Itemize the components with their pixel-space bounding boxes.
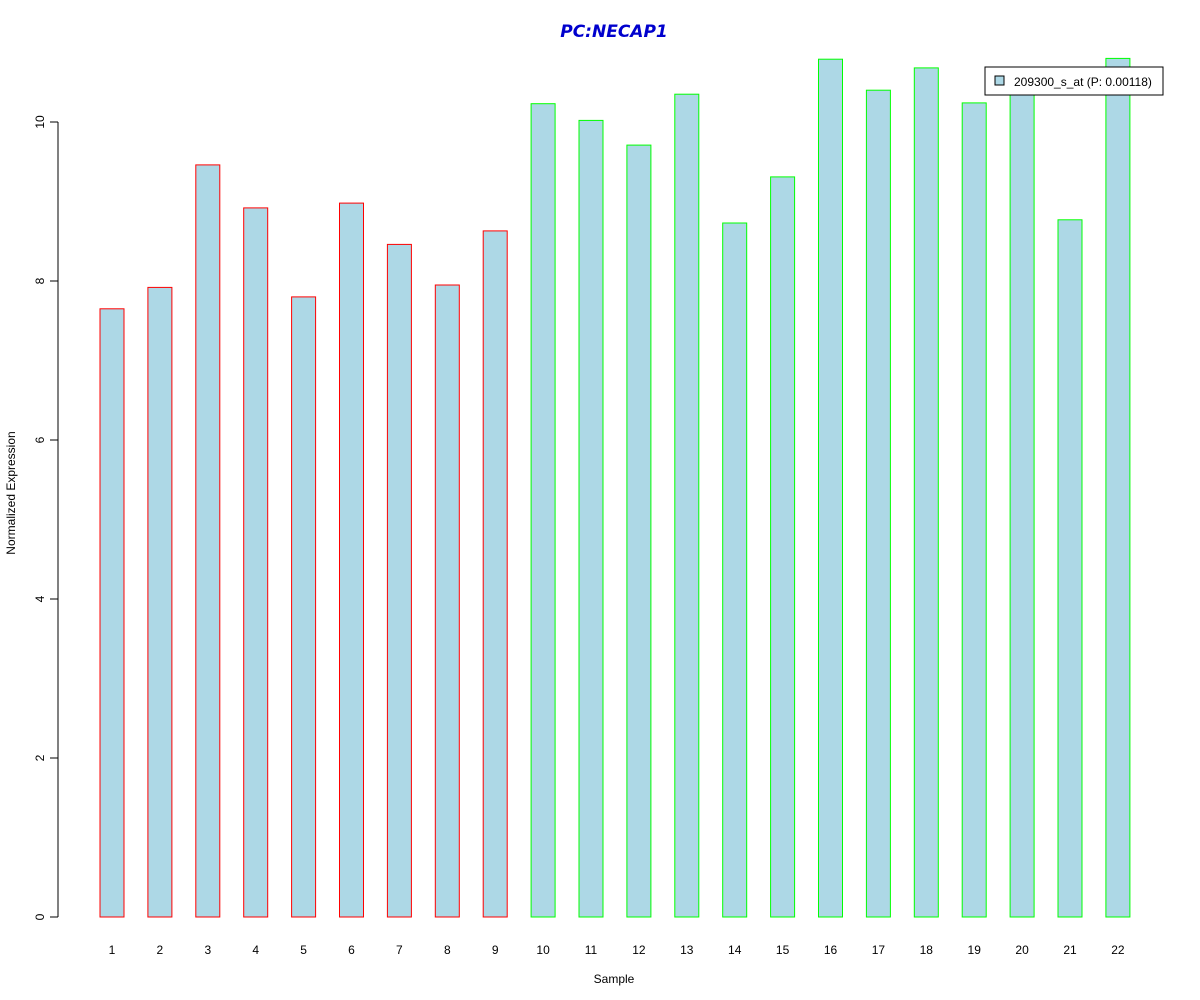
x-tick-label: 5	[300, 943, 307, 957]
y-tick-label: 8	[33, 277, 47, 284]
x-tick-label: 19	[968, 943, 982, 957]
bar-sample-5	[291, 296, 317, 918]
x-tick-label: 2	[157, 943, 164, 957]
bar-sample-9	[482, 230, 508, 918]
x-tick-label: 18	[920, 943, 934, 957]
x-tick-label: 22	[1111, 943, 1125, 957]
y-tick-label: 4	[33, 595, 47, 602]
x-tick-label: 7	[396, 943, 403, 957]
bar-sample-17	[865, 89, 891, 918]
y-tick-label: 0	[33, 913, 47, 920]
bar-sample-22	[1105, 57, 1131, 918]
bar-sample-11	[578, 119, 604, 918]
bar-sample-19	[961, 102, 987, 918]
x-tick-label: 14	[728, 943, 742, 957]
bar-sample-4	[243, 207, 269, 918]
legend: 209300_s_at (P: 0.00118)	[984, 66, 1164, 96]
bar-sample-15	[770, 176, 796, 918]
bar-sample-10	[530, 103, 556, 918]
bar-sample-21	[1057, 219, 1083, 918]
bar-sample-6	[339, 202, 364, 918]
y-tick-label: 6	[33, 436, 47, 443]
y-tick-label: 10	[33, 115, 47, 129]
x-tick-labels: 1 2 3 4 5 6 7 8 9 10 11 12 13 14 15 16 17 18 19 20 21 22	[109, 943, 1125, 957]
x-tick-label: 6	[348, 943, 355, 957]
y-tick-label: 2	[33, 754, 47, 761]
x-tick-label: 13	[680, 943, 694, 957]
bar-sample-12	[626, 144, 652, 918]
legend-swatch	[994, 75, 1005, 86]
bar-sample-3	[195, 164, 221, 918]
legend-box	[984, 66, 1164, 96]
bar-sample-7	[386, 243, 412, 918]
x-tick-label: 4	[252, 943, 259, 957]
x-axis-label: Sample	[594, 972, 635, 986]
x-tick-label: 8	[444, 943, 451, 957]
legend-label: 209300_s_at (P: 0.00118)	[1014, 75, 1152, 89]
bar-sample-18	[913, 67, 939, 918]
bar-sample-8	[434, 284, 460, 918]
bar-sample-20	[1009, 73, 1035, 918]
bar-sample-2	[147, 286, 173, 918]
chart-title: PC:NECAP1	[560, 22, 668, 42]
x-tick-label: 11	[585, 943, 598, 957]
x-tick-label: 17	[872, 943, 886, 957]
bars-group	[99, 57, 1131, 918]
bar-sample-1	[99, 308, 125, 918]
bar-sample-14	[722, 222, 748, 918]
y-axis: 0 2 4 6 8 10	[33, 115, 59, 920]
bar-sample-13	[674, 93, 700, 918]
x-tick-label: 20	[1015, 943, 1029, 957]
bar-sample-16	[818, 58, 843, 918]
y-axis-label: Normalized Expression	[4, 431, 18, 554]
x-tick-label: 9	[492, 943, 499, 957]
x-tick-label: 16	[824, 943, 838, 957]
x-tick-label: 15	[776, 943, 790, 957]
x-tick-label: 1	[109, 943, 116, 957]
x-tick-label: 21	[1063, 943, 1077, 957]
x-tick-label: 12	[632, 943, 646, 957]
x-tick-label: 3	[204, 943, 211, 957]
x-tick-label: 10	[536, 943, 550, 957]
